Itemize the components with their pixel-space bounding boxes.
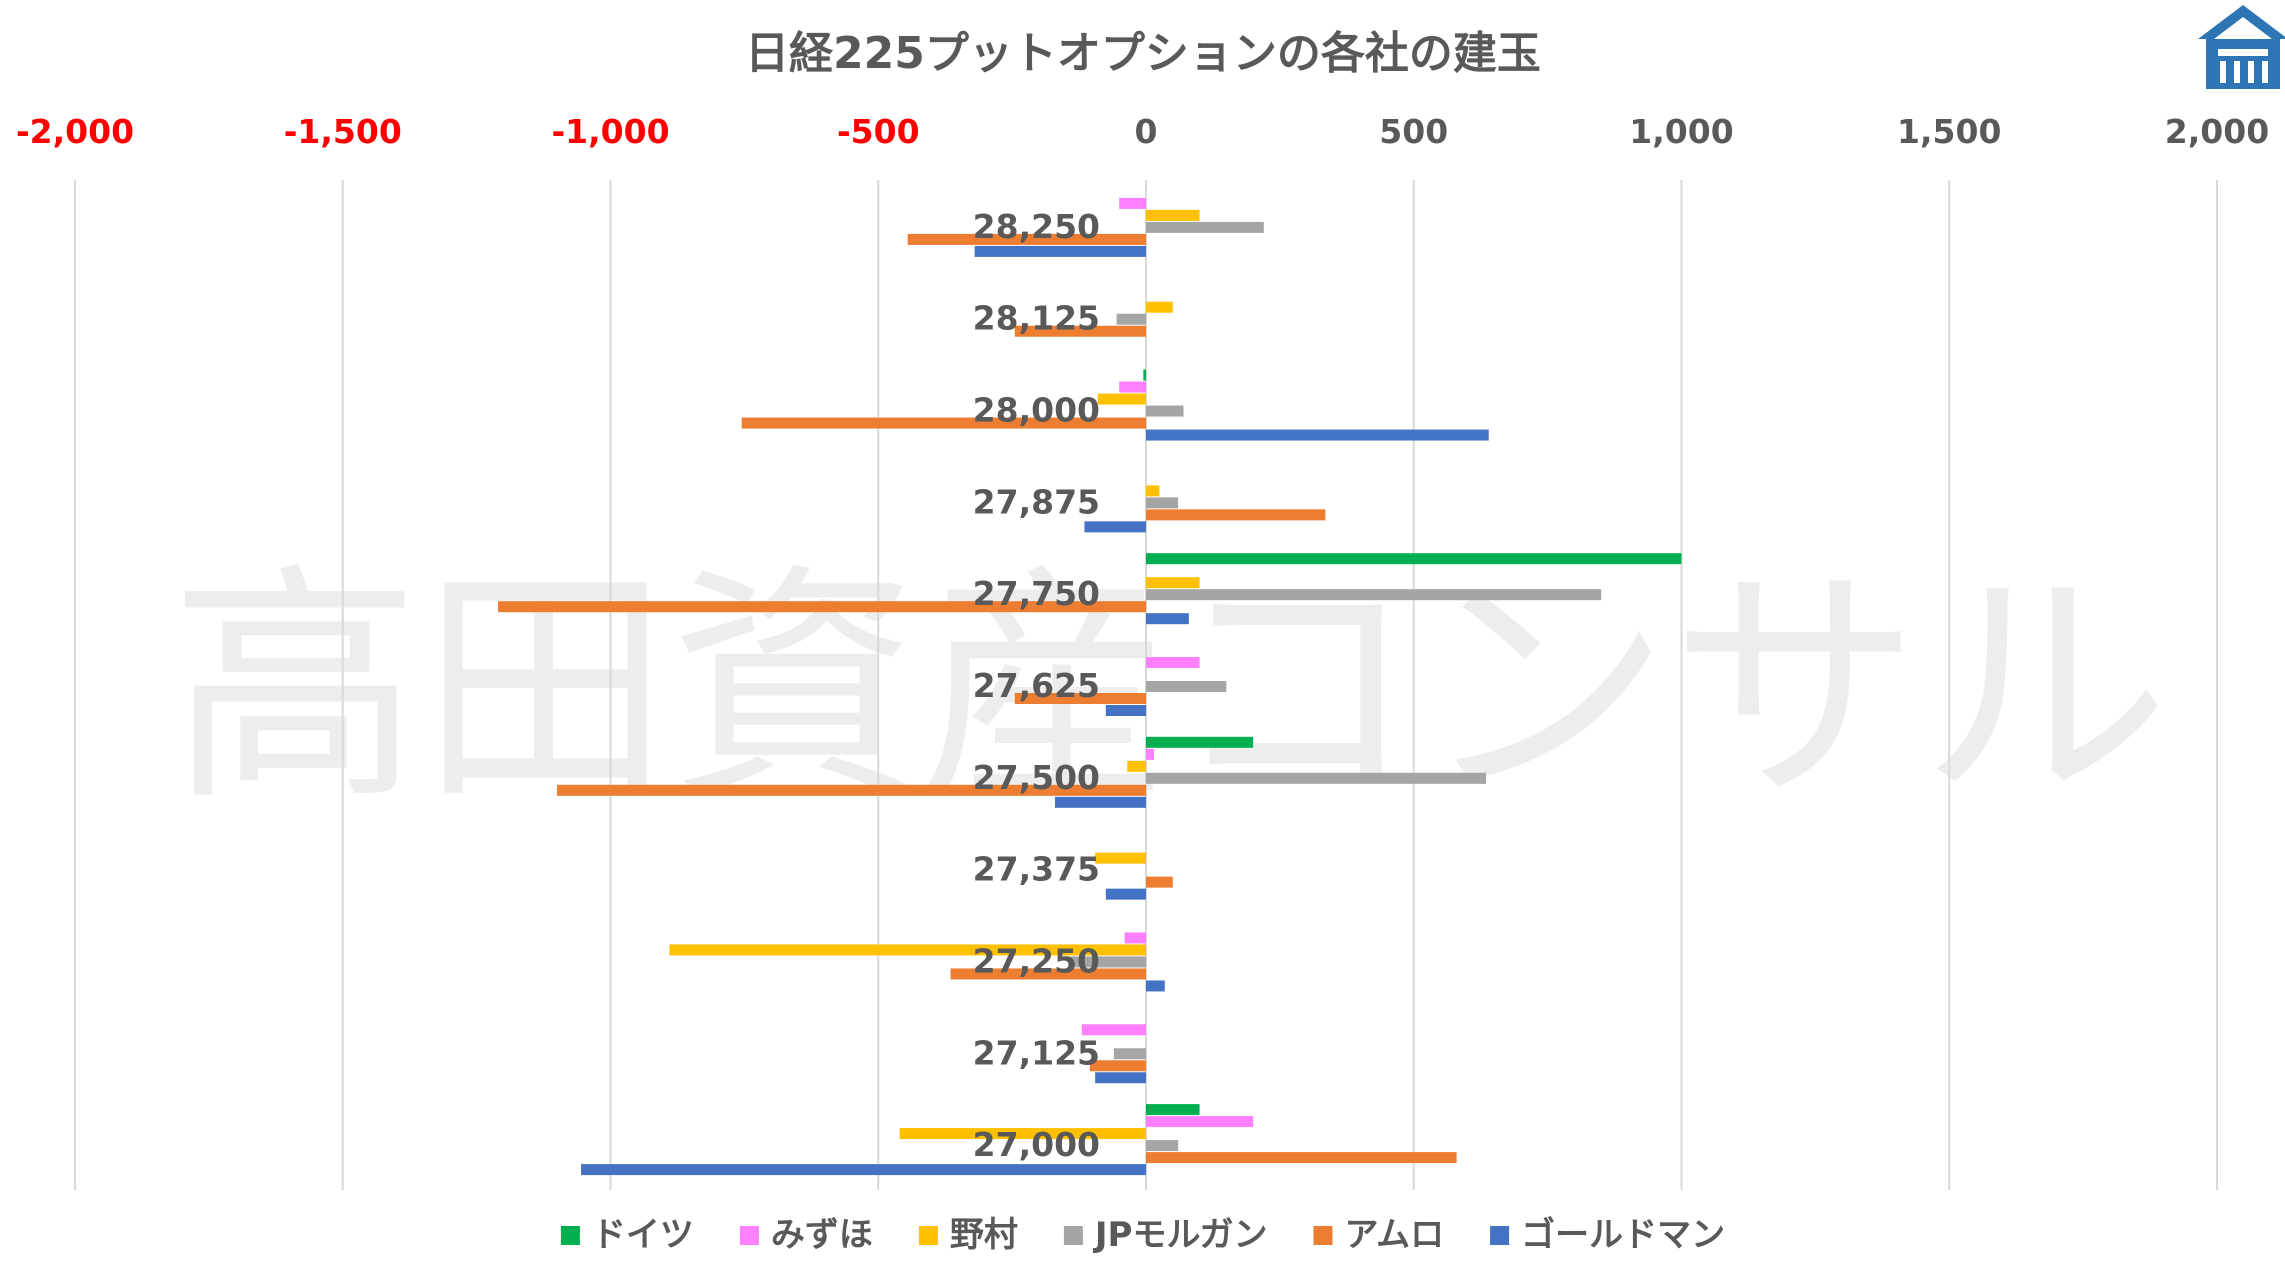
legend-swatch-4 [1313,1226,1333,1245]
bar-アムロ-27,500 [556,784,1146,796]
bar-ドイツ-27,500 [1146,736,1254,748]
category-label-0: 28,250 [973,207,1100,246]
bar-JPモルガン-28,250 [1146,221,1264,233]
bar-野村-28,000 [1097,393,1146,405]
x-tick-label-7: 1,500 [1897,112,2001,151]
category-labels: 28,250 28,125 28,000 27,875 27,750 27,625 27,5… [973,207,1100,1164]
legend-item-3: JPモルガン [1063,1215,1268,1255]
chart-title: 日経225プットオプションの各社の建玉 [745,28,1541,79]
bar-みずほ-28,250 [1119,197,1146,209]
legend-swatch-2 [918,1226,938,1245]
category-label-10: 27,000 [973,1125,1100,1164]
bar-ゴールドマン-27,000 [581,1164,1146,1176]
bar-ゴールドマン-28,000 [1146,429,1489,441]
legend-item-2: 野村 [918,1215,1018,1255]
category-label-7: 27,375 [973,850,1100,889]
legend-label-3: JPモルガン [1093,1215,1268,1255]
x-tick-label-4: 0 [1135,112,1158,151]
category-label-8: 27,250 [973,941,1100,980]
bar-アムロ-28,250 [907,233,1146,245]
bar-アムロ-27,000 [1146,1152,1457,1164]
legend-label-0: ドイツ [592,1215,694,1255]
bar-みずほ-27,000 [1146,1116,1254,1128]
legend-label-4: アムロ [1344,1215,1444,1255]
bar-JPモルガン-27,750 [1146,589,1602,601]
legend-swatch-1 [739,1226,759,1245]
bar-JPモルガン-27,500 [1146,772,1487,784]
bar-ゴールドマン-28,250 [974,245,1146,257]
bar-みずほ-27,125 [1081,1024,1146,1036]
x-tick-label-2: -1,000 [551,112,669,151]
bar-JPモルガン-28,125 [1116,313,1146,325]
bar-ゴールドマン-27,875 [1084,521,1146,533]
bar-ゴールドマン-27,500 [1054,796,1146,808]
bar-アムロ-27,250 [950,968,1146,980]
legend-label-5: ゴールドマン [1521,1215,1725,1255]
bar-アムロ-27,625 [1014,693,1146,704]
bar-野村-27,500 [1127,760,1146,772]
category-label-4: 27,750 [973,574,1100,613]
bar-ゴールドマン-27,250 [1146,980,1165,992]
bar-JPモルガン-27,125 [1113,1048,1146,1060]
legend-item-5: ゴールドマン [1490,1215,1725,1255]
legend-swatch-0 [560,1226,580,1245]
bar-JPモルガン-27,250 [1068,956,1146,968]
bar-アムロ-27,875 [1146,509,1326,521]
bar-JPモルガン-27,625 [1146,681,1227,692]
category-label-6: 27,500 [973,758,1100,797]
category-label-3: 27,875 [973,482,1100,521]
legend: ドイツ みずほ 野村 JPモルガン アムロ ゴールドマン [560,1215,1725,1255]
legend-label-2: 野村 [950,1215,1018,1255]
category-label-5: 27,625 [973,666,1100,705]
x-tick-label-5: 500 [1379,112,1448,151]
bar-ゴールドマン-27,750 [1146,613,1189,625]
bar-アムロ-28,000 [741,417,1146,429]
bar-みずほ-28,000 [1119,381,1146,393]
bar-JPモルガン-27,875 [1146,497,1179,509]
bars [498,197,1682,1176]
legend-label-1: みずほ [771,1215,873,1255]
bar-JPモルガン-27,000 [1146,1140,1179,1152]
bar-野村-27,250 [669,944,1146,956]
legend-swatch-3 [1063,1226,1083,1245]
house-logo-icon [2198,5,2285,89]
x-axis-ticks: -2,000 -1,500 -1,000 -500 0 500 1,000 1,500 2,00… [16,112,2269,151]
bar-アムロ-28,125 [1014,325,1146,337]
legend-swatch-5 [1490,1226,1510,1245]
legend-item-4: アムロ [1313,1215,1444,1255]
category-label-2: 28,000 [973,391,1100,430]
bar-野村-27,875 [1146,485,1160,497]
legend-item-1: みずほ [739,1215,873,1255]
bar-アムロ-27,125 [1089,1060,1146,1072]
bar-みずほ-27,250 [1124,932,1146,944]
bar-JPモルガン-28,000 [1146,405,1184,417]
bar-アムロ-27,375 [1146,876,1173,888]
bar-野村-28,125 [1146,301,1173,313]
x-tick-label-6: 1,000 [1629,112,1733,151]
bar-ゴールドマン-27,125 [1095,1072,1146,1084]
x-tick-label-3: -500 [837,112,920,151]
x-tick-label-0: -2,000 [16,112,134,151]
bar-野村-28,250 [1146,209,1200,221]
gridlines [74,180,2218,1190]
bar-ゴールドマン-27,625 [1105,705,1146,716]
category-label-1: 28,125 [973,299,1100,338]
bar-ゴールドマン-27,375 [1105,888,1146,900]
x-tick-label-8: 2,000 [2165,112,2269,151]
x-tick-label-1: -1,500 [284,112,402,151]
bar-みずほ-27,500 [1146,748,1155,760]
bar-野村-27,750 [1146,577,1200,589]
bar-ドイツ-28,000 [1143,369,1146,381]
legend-item-0: ドイツ [560,1215,694,1255]
bar-アムロ-27,750 [498,601,1146,613]
bar-みずほ-27,625 [1146,657,1200,668]
bar-ドイツ-27,000 [1146,1104,1200,1116]
bar-ドイツ-27,750 [1146,553,1682,565]
category-label-9: 27,125 [973,1033,1100,1072]
bar-野村-27,000 [899,1128,1146,1140]
bar-野村-27,375 [1095,852,1146,864]
